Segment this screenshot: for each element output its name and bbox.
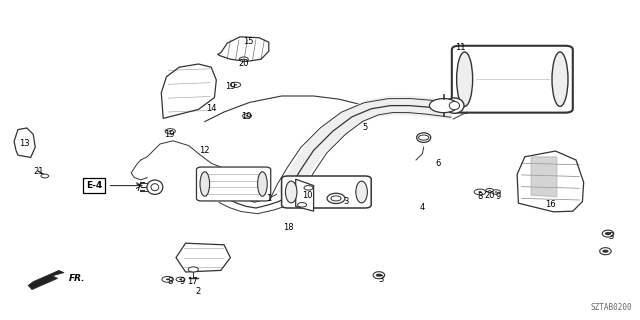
Polygon shape — [296, 179, 314, 211]
Circle shape — [602, 250, 609, 253]
Text: 9: 9 — [495, 192, 500, 201]
Text: 5: 5 — [362, 124, 367, 132]
FancyBboxPatch shape — [282, 176, 371, 208]
Text: 10: 10 — [302, 191, 312, 200]
Text: 7: 7 — [135, 184, 140, 193]
Text: 12: 12 — [200, 146, 210, 155]
Circle shape — [188, 267, 198, 272]
Ellipse shape — [602, 230, 614, 237]
Text: 19: 19 — [164, 130, 175, 139]
Circle shape — [230, 82, 241, 87]
Text: 3: 3 — [343, 197, 348, 206]
Polygon shape — [218, 37, 269, 61]
Circle shape — [41, 174, 49, 178]
Circle shape — [492, 190, 500, 194]
Circle shape — [165, 129, 175, 134]
Circle shape — [419, 135, 429, 140]
Text: 21: 21 — [33, 167, 44, 176]
Ellipse shape — [449, 101, 460, 110]
FancyBboxPatch shape — [196, 167, 271, 201]
Ellipse shape — [417, 133, 431, 142]
Circle shape — [234, 84, 237, 85]
Circle shape — [166, 278, 170, 280]
Circle shape — [298, 203, 307, 207]
Circle shape — [488, 190, 491, 191]
Circle shape — [304, 186, 313, 190]
Text: 1: 1 — [266, 194, 271, 203]
Ellipse shape — [147, 180, 163, 195]
Circle shape — [376, 274, 382, 277]
Circle shape — [429, 99, 458, 113]
Text: FR.: FR. — [69, 274, 86, 283]
Circle shape — [179, 279, 182, 280]
Text: 20: 20 — [484, 191, 495, 200]
Circle shape — [243, 59, 245, 60]
Text: 8: 8 — [167, 277, 172, 286]
Circle shape — [331, 196, 341, 201]
FancyBboxPatch shape — [452, 46, 573, 113]
Ellipse shape — [327, 193, 345, 204]
Ellipse shape — [373, 272, 385, 279]
Polygon shape — [176, 243, 230, 272]
Text: 18: 18 — [283, 223, 293, 232]
Ellipse shape — [200, 172, 210, 196]
Ellipse shape — [552, 52, 568, 107]
Text: 19: 19 — [225, 82, 236, 91]
Polygon shape — [531, 157, 557, 197]
Ellipse shape — [151, 184, 159, 191]
Polygon shape — [161, 64, 216, 118]
Text: 20: 20 — [238, 60, 248, 68]
Text: 6: 6 — [436, 159, 441, 168]
Text: 15: 15 — [243, 37, 253, 46]
Circle shape — [239, 57, 248, 61]
Ellipse shape — [445, 98, 464, 113]
Text: 14: 14 — [206, 104, 216, 113]
Circle shape — [243, 114, 252, 118]
Text: 2: 2 — [196, 287, 201, 296]
Text: 16: 16 — [545, 200, 556, 209]
Polygon shape — [517, 151, 584, 212]
Ellipse shape — [258, 172, 268, 196]
Ellipse shape — [356, 181, 367, 203]
Circle shape — [486, 188, 493, 192]
Text: 4: 4 — [420, 204, 425, 212]
Circle shape — [474, 189, 486, 195]
Text: 19: 19 — [241, 112, 252, 121]
Text: 8: 8 — [477, 192, 483, 201]
Text: SZTAB0200: SZTAB0200 — [591, 303, 632, 312]
Polygon shape — [14, 128, 35, 157]
Ellipse shape — [600, 248, 611, 255]
Circle shape — [176, 277, 185, 282]
Ellipse shape — [457, 52, 472, 107]
Circle shape — [162, 276, 173, 282]
Text: 13: 13 — [19, 140, 29, 148]
Circle shape — [478, 191, 482, 193]
Circle shape — [246, 115, 248, 116]
Polygon shape — [28, 270, 64, 290]
Circle shape — [169, 131, 172, 132]
Text: 11: 11 — [456, 44, 466, 52]
Text: 3: 3 — [609, 232, 614, 241]
Circle shape — [605, 232, 611, 235]
Text: 9: 9 — [180, 277, 185, 286]
Text: 17: 17 — [187, 277, 197, 286]
Ellipse shape — [285, 181, 297, 203]
Text: E-4: E-4 — [86, 181, 102, 190]
Text: 3: 3 — [378, 276, 383, 284]
Circle shape — [495, 191, 497, 193]
